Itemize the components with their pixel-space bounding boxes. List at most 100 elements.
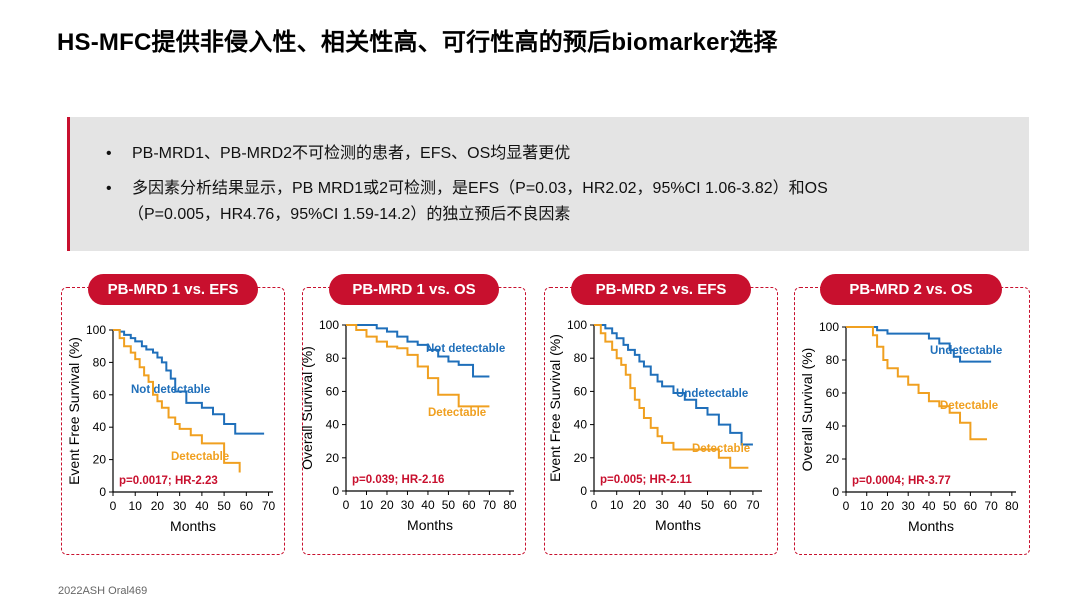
- x-tick-label: 30: [655, 498, 669, 512]
- y-tick-label: 60: [326, 384, 340, 398]
- survival-curve-undetectable: [594, 324, 753, 446]
- y-tick-label: 40: [826, 419, 840, 433]
- x-tick-label: 40: [922, 499, 936, 513]
- y-tick-label: 100: [86, 323, 106, 337]
- x-tick-label: 10: [860, 499, 874, 513]
- y-tick-label: 60: [574, 384, 588, 398]
- x-tick-label: 60: [240, 499, 254, 513]
- x-tick-label: 20: [380, 498, 394, 512]
- footer-source: 2022ASH Oral469: [58, 585, 148, 597]
- series-label: Detectable: [428, 407, 486, 419]
- series-label: Detectable: [940, 400, 998, 412]
- x-tick-label: 40: [678, 498, 692, 512]
- y-tick-label: 80: [574, 351, 588, 365]
- x-tick-label: 0: [343, 498, 350, 512]
- x-tick-label: 20: [881, 499, 895, 513]
- chart-title-pill-1: PB-MRD 1 vs. EFS: [88, 274, 258, 305]
- p-value-annotation: p=0.0017; HR-2.23: [119, 475, 218, 487]
- page-title: HS-MFC提供非侵入性、相关性高、可行性高的预后biomarker选择: [57, 29, 778, 56]
- y-tick-label: 80: [326, 351, 340, 365]
- y-axis-label: Overall Survival (%): [299, 346, 315, 470]
- x-axis-label: Months: [655, 517, 701, 533]
- y-axis-label: Overall Survival (%): [799, 348, 815, 472]
- x-tick-label: 0: [591, 498, 598, 512]
- km-chart-4: 0 20 40 60 80 100 0 10 20 30 40 50 60 70 80 Months Overa…: [799, 320, 1019, 534]
- y-tick-label: 20: [574, 451, 588, 465]
- x-tick-label: 20: [151, 499, 165, 513]
- x-tick-label: 10: [129, 499, 143, 513]
- series-label: Not detectable: [131, 384, 210, 396]
- bullet-mark: •: [106, 145, 112, 162]
- y-tick-label: 40: [574, 418, 588, 432]
- y-tick-label: 100: [819, 320, 839, 334]
- y-tick-label: 20: [326, 451, 340, 465]
- x-tick-label: 0: [110, 499, 117, 513]
- bullet-mark: •: [106, 180, 112, 197]
- y-tick-label: 80: [826, 353, 840, 367]
- x-tick-label: 10: [610, 498, 624, 512]
- x-tick-label: 50: [701, 498, 715, 512]
- p-value-annotation: p=0.0004; HR-3.77: [852, 475, 951, 487]
- x-tick-label: 40: [421, 498, 435, 512]
- bullet-text: 多因素分析结果显示，PB MRD1或2可检测，是EFS（P=0.03，HR2.0…: [132, 180, 828, 197]
- x-tick-label: 60: [964, 499, 978, 513]
- y-tick-label: 100: [319, 318, 339, 332]
- y-tick-label: 60: [826, 386, 840, 400]
- x-tick-label: 0: [843, 499, 850, 513]
- x-tick-label: 50: [943, 499, 957, 513]
- y-tick-label: 40: [326, 418, 340, 432]
- x-tick-label: 30: [401, 498, 415, 512]
- y-tick-label: 0: [332, 484, 339, 498]
- y-tick-label: 20: [826, 452, 840, 466]
- bullet-text: PB-MRD1、PB-MRD2不可检测的患者，EFS、OS均显著更优: [132, 145, 571, 162]
- survival-curve-detectable: [846, 326, 987, 441]
- survival-curve-undetectable: [346, 324, 490, 378]
- km-chart-2: 0 20 40 60 80 100 0 10 20 30 40 50 60 70 80 Months Overa…: [299, 318, 517, 533]
- x-tick-label: 80: [503, 498, 517, 512]
- x-axis-label: Months: [908, 518, 954, 534]
- x-tick-label: 70: [483, 498, 497, 512]
- survival-curve-detectable: [113, 329, 241, 473]
- bullet-text: （P=0.005，HR4.76，95%CI 1.59-14.2）的独立预后不良因…: [128, 206, 571, 223]
- y-axis-label: Event Free Survival (%): [547, 334, 563, 482]
- km-chart-1: 0 20 40 60 80 100 0 10 20 30 40 50 60 70 Months Event F…: [66, 323, 276, 534]
- p-value-annotation: p=0.039; HR-2.16: [352, 474, 444, 486]
- y-tick-label: 60: [93, 388, 107, 402]
- km-chart-3: 0 20 40 60 80 100 0 10 20 30 40 50 60 70 Months Event F…: [547, 318, 762, 533]
- x-tick-label: 70: [984, 499, 998, 513]
- x-tick-label: 60: [724, 498, 738, 512]
- x-axis-label: Months: [407, 517, 453, 533]
- x-tick-label: 70: [262, 499, 276, 513]
- x-tick-label: 30: [173, 499, 187, 513]
- y-axis-label: Event Free Survival (%): [66, 337, 82, 485]
- x-axis-label: Months: [170, 518, 216, 534]
- series-label: Undetectable: [676, 388, 748, 400]
- y-tick-label: 0: [580, 484, 587, 498]
- x-tick-label: 50: [442, 498, 456, 512]
- p-value-annotation: p=0.005; HR-2.11: [600, 474, 692, 486]
- y-tick-label: 20: [93, 453, 107, 467]
- y-tick-label: 40: [93, 420, 107, 434]
- survival-curve-undetectable: [113, 329, 265, 435]
- survival-curve-detectable: [594, 324, 749, 469]
- x-tick-label: 20: [633, 498, 647, 512]
- y-tick-label: 100: [567, 318, 587, 332]
- x-tick-label: 40: [195, 499, 209, 513]
- x-tick-label: 80: [1005, 499, 1019, 513]
- chart-title-pill-4: PB-MRD 2 vs. OS: [820, 274, 1002, 305]
- x-tick-label: 10: [360, 498, 374, 512]
- y-tick-label: 80: [93, 355, 107, 369]
- y-tick-label: 0: [99, 485, 106, 499]
- y-tick-label: 0: [832, 485, 839, 499]
- series-label: Detectable: [171, 451, 229, 463]
- survival-curve-detectable: [346, 324, 490, 408]
- summary-callout: • PB-MRD1、PB-MRD2不可检测的患者，EFS、OS均显著更优 • 多…: [67, 117, 1029, 251]
- x-tick-label: 60: [462, 498, 476, 512]
- x-tick-label: 30: [902, 499, 916, 513]
- series-label: Not detectable: [426, 343, 505, 355]
- series-label: Detectable: [692, 443, 750, 455]
- survival-curve-undetectable: [846, 326, 992, 363]
- chart-title-pill-3: PB-MRD 2 vs. EFS: [571, 274, 751, 305]
- x-tick-label: 70: [746, 498, 760, 512]
- series-label: Undetectable: [930, 345, 1002, 357]
